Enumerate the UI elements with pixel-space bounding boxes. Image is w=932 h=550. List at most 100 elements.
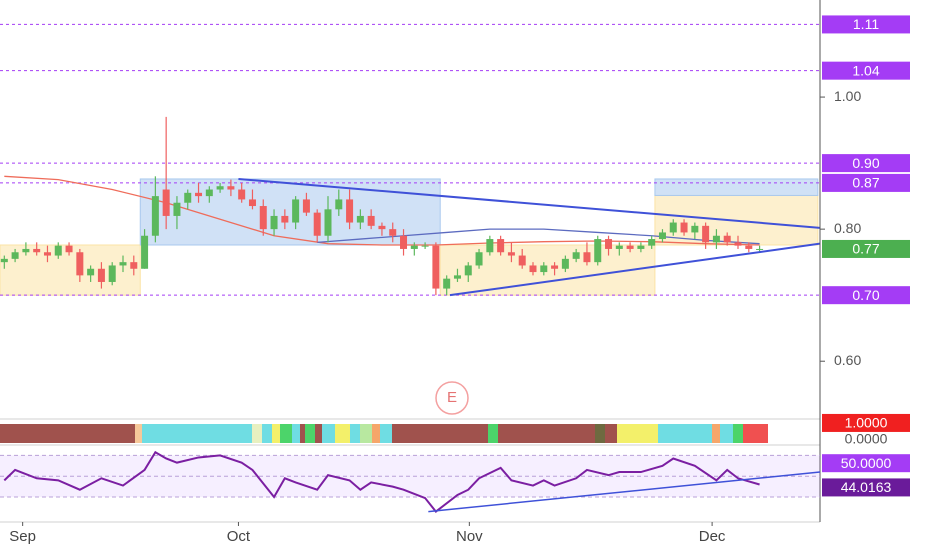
candle-body xyxy=(626,245,634,249)
x-tick-label: Sep xyxy=(9,528,36,545)
candle-body xyxy=(486,239,494,253)
candle-body xyxy=(756,248,764,250)
candle-body xyxy=(97,268,105,282)
candle-body xyxy=(691,225,699,233)
y-tick-label: 1.00 xyxy=(834,88,861,104)
x-tick-label: Nov xyxy=(456,528,483,545)
moving-average xyxy=(4,175,760,246)
candle-body xyxy=(195,192,203,197)
candle-body xyxy=(572,252,580,259)
candle-body xyxy=(216,186,224,190)
trend-line xyxy=(449,242,820,297)
price-tag xyxy=(822,286,910,305)
candle-body xyxy=(400,235,408,249)
candle-body xyxy=(432,245,440,289)
candle-body xyxy=(658,232,666,240)
y-tick-label: 0.80 xyxy=(834,220,861,236)
range-box xyxy=(439,244,656,296)
candle-body xyxy=(702,225,710,243)
price-tag xyxy=(822,173,910,192)
candle-body xyxy=(378,225,386,230)
candle-body xyxy=(475,252,483,266)
candle-body xyxy=(410,245,418,249)
price-tag xyxy=(822,413,910,432)
price-pane xyxy=(0,23,820,297)
candle-body xyxy=(507,252,515,256)
candle-body xyxy=(518,255,526,266)
candle-body xyxy=(723,235,731,243)
indicator-strip xyxy=(0,424,768,443)
price-tag xyxy=(822,15,910,34)
price-tag-label: 1.11 xyxy=(853,16,879,32)
candle-body xyxy=(594,239,602,263)
candle-body xyxy=(281,215,289,223)
candle-body xyxy=(745,245,753,249)
candle-body xyxy=(680,222,688,233)
x-tick-label: Dec xyxy=(699,528,726,545)
candle-body xyxy=(173,202,181,216)
candle-body xyxy=(637,245,645,249)
candle-body xyxy=(130,262,138,269)
candle-body xyxy=(551,265,559,269)
price-tag xyxy=(822,239,910,258)
candle-body xyxy=(669,222,677,233)
candle-body xyxy=(54,245,62,256)
candle-body xyxy=(497,239,505,253)
candle-body xyxy=(43,252,51,256)
price-tag xyxy=(822,61,910,80)
candle-body xyxy=(238,189,246,200)
candle-body xyxy=(65,245,73,253)
candle-body xyxy=(367,215,375,226)
candle-body xyxy=(22,248,30,253)
candle-body xyxy=(389,229,397,236)
x-tick-label: Oct xyxy=(227,528,251,545)
candle-body xyxy=(141,235,149,269)
event-marker[interactable]: E xyxy=(447,389,457,406)
price-tag xyxy=(822,154,910,173)
candle-body xyxy=(33,248,41,253)
candle-body xyxy=(335,199,343,210)
candle-body xyxy=(561,258,569,269)
candle-body xyxy=(615,245,623,249)
price-tag-label: 0.70 xyxy=(852,287,879,303)
candle-body xyxy=(227,186,235,190)
candle-body xyxy=(734,242,742,246)
candle-body xyxy=(356,215,364,223)
candle-body xyxy=(162,189,170,216)
candle-body xyxy=(648,239,656,246)
strip-label: 0.0000 xyxy=(845,431,888,447)
trend-line xyxy=(238,177,820,229)
candle-body xyxy=(108,265,116,282)
candle-body xyxy=(119,262,127,266)
price-tag xyxy=(822,478,910,497)
candle-body xyxy=(605,239,613,249)
candle-body xyxy=(76,252,84,276)
candle-body xyxy=(464,265,472,276)
candle-body xyxy=(87,268,95,276)
candle-body xyxy=(11,252,19,259)
candle-body xyxy=(712,235,720,243)
candle-body xyxy=(0,258,8,263)
price-tag-label: 1.0000 xyxy=(845,415,888,431)
price-tag xyxy=(822,454,910,473)
candle-body xyxy=(259,206,267,230)
candle-body xyxy=(529,265,537,273)
range-box xyxy=(0,244,141,296)
y-tick-label: 0.60 xyxy=(834,352,861,368)
candle-body xyxy=(292,199,300,223)
price-tag-label: 50.0000 xyxy=(841,455,892,471)
price-tag-label: 1.04 xyxy=(852,62,879,78)
event-circle[interactable] xyxy=(435,381,469,415)
moving-average xyxy=(317,228,760,245)
candle-body xyxy=(205,189,213,197)
candle-body xyxy=(346,199,354,223)
candle-body xyxy=(313,212,321,236)
candle-body xyxy=(151,196,159,236)
candle-body xyxy=(324,209,332,236)
rsi-line xyxy=(3,450,760,513)
rsi-trend-line xyxy=(428,471,821,513)
candle-body xyxy=(453,275,461,279)
price-tag-label: 44.0163 xyxy=(841,479,892,495)
candle-body xyxy=(248,199,256,207)
